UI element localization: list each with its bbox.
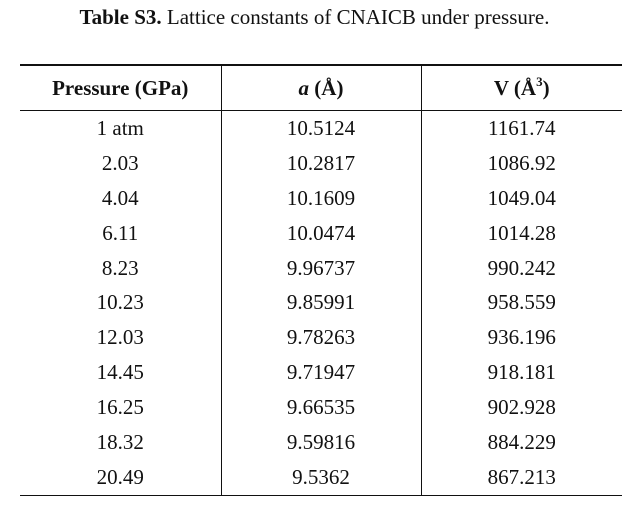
cell-lattice-a: 10.5124 [220,110,421,146]
cell-pressure: 18.32 [96,429,144,454]
table-row: 14.45 9.71947 918.181 [20,355,622,391]
lattice-table-container: Pressure (GPa) a (Å) V (Å3) 1 atm 10.512… [20,64,622,496]
header-v-superscript: 3 [536,73,543,89]
table-row: 2.03 10.2817 1086.92 [20,145,622,181]
cell-volume: 958.559 [420,285,622,321]
caption-text: Lattice constants of CNAICB under pressu… [166,5,550,29]
header-volume: V (Å3) [420,65,622,111]
cell-lattice-a: 9.71947 [220,355,421,391]
cell-pressure: 16.25 [96,395,144,420]
table-caption: Table S3. Lattice constants of CNAICB un… [0,4,629,30]
header-lattice-a: a (Å) [220,65,421,111]
cell-lattice-a: 9.66535 [220,390,421,426]
cell-volume: 1049.04 [420,180,622,216]
cell-lattice-a: 10.2817 [220,145,421,181]
header-a-unit: (Å) [314,75,344,100]
cell-lattice-a: 9.85991 [220,285,421,321]
cell-lattice-a: 10.0474 [220,215,421,251]
table-row: 12.03 9.78263 936.196 [20,320,622,356]
cell-volume: 867.213 [420,459,622,496]
cell-pressure: 2.03 [101,150,139,175]
table-row: 20.49 9.5362 867.213 [20,459,622,496]
cell-pressure: 12.03 [96,325,144,350]
table-row: 18.32 9.59816 884.229 [20,425,622,460]
cell-lattice-a: 9.59816 [220,425,421,460]
cell-volume: 936.196 [420,320,622,356]
cell-pressure: 20.49 [96,464,144,489]
cell-pressure: 1 atm [96,115,144,140]
cell-pressure: 14.45 [96,360,144,385]
table-header-row: Pressure (GPa) a (Å) V (Å3) [20,65,622,111]
cell-volume: 990.242 [420,250,622,286]
cell-volume: 1086.92 [420,145,622,181]
table-row: 4.04 10.1609 1049.04 [20,180,622,216]
cell-volume: 1161.74 [420,110,622,146]
table-row: 1 atm 10.5124 1161.74 [20,110,622,146]
cell-pressure: 6.11 [102,220,139,245]
cell-lattice-a: 9.5362 [220,459,421,496]
cell-lattice-a: 9.78263 [220,320,421,356]
table-row: 16.25 9.66535 902.928 [20,390,622,426]
cell-pressure: 8.23 [101,255,139,280]
cell-pressure: 4.04 [101,185,139,210]
lattice-constants-table: Pressure (GPa) a (Å) V (Å3) 1 atm 10.512… [20,64,622,496]
cell-lattice-a: 9.96737 [220,250,421,286]
cell-volume: 1014.28 [420,215,622,251]
cell-lattice-a: 10.1609 [220,180,421,216]
table-row: 10.23 9.85991 958.559 [20,285,622,321]
cell-volume: 918.181 [420,355,622,391]
table-row: 8.23 9.96737 990.242 [20,250,622,286]
cell-volume: 902.928 [420,390,622,426]
header-v-prefix: V (Å [493,75,537,100]
table-row: 6.11 10.0474 1014.28 [20,215,622,251]
cell-volume: 884.229 [420,425,622,460]
header-v-suffix: ) [542,75,550,100]
header-pressure: Pressure (GPa) [52,75,189,100]
caption-label: Table S3. [79,5,162,29]
header-a-symbol: a [298,75,310,100]
cell-pressure: 10.23 [96,290,144,315]
